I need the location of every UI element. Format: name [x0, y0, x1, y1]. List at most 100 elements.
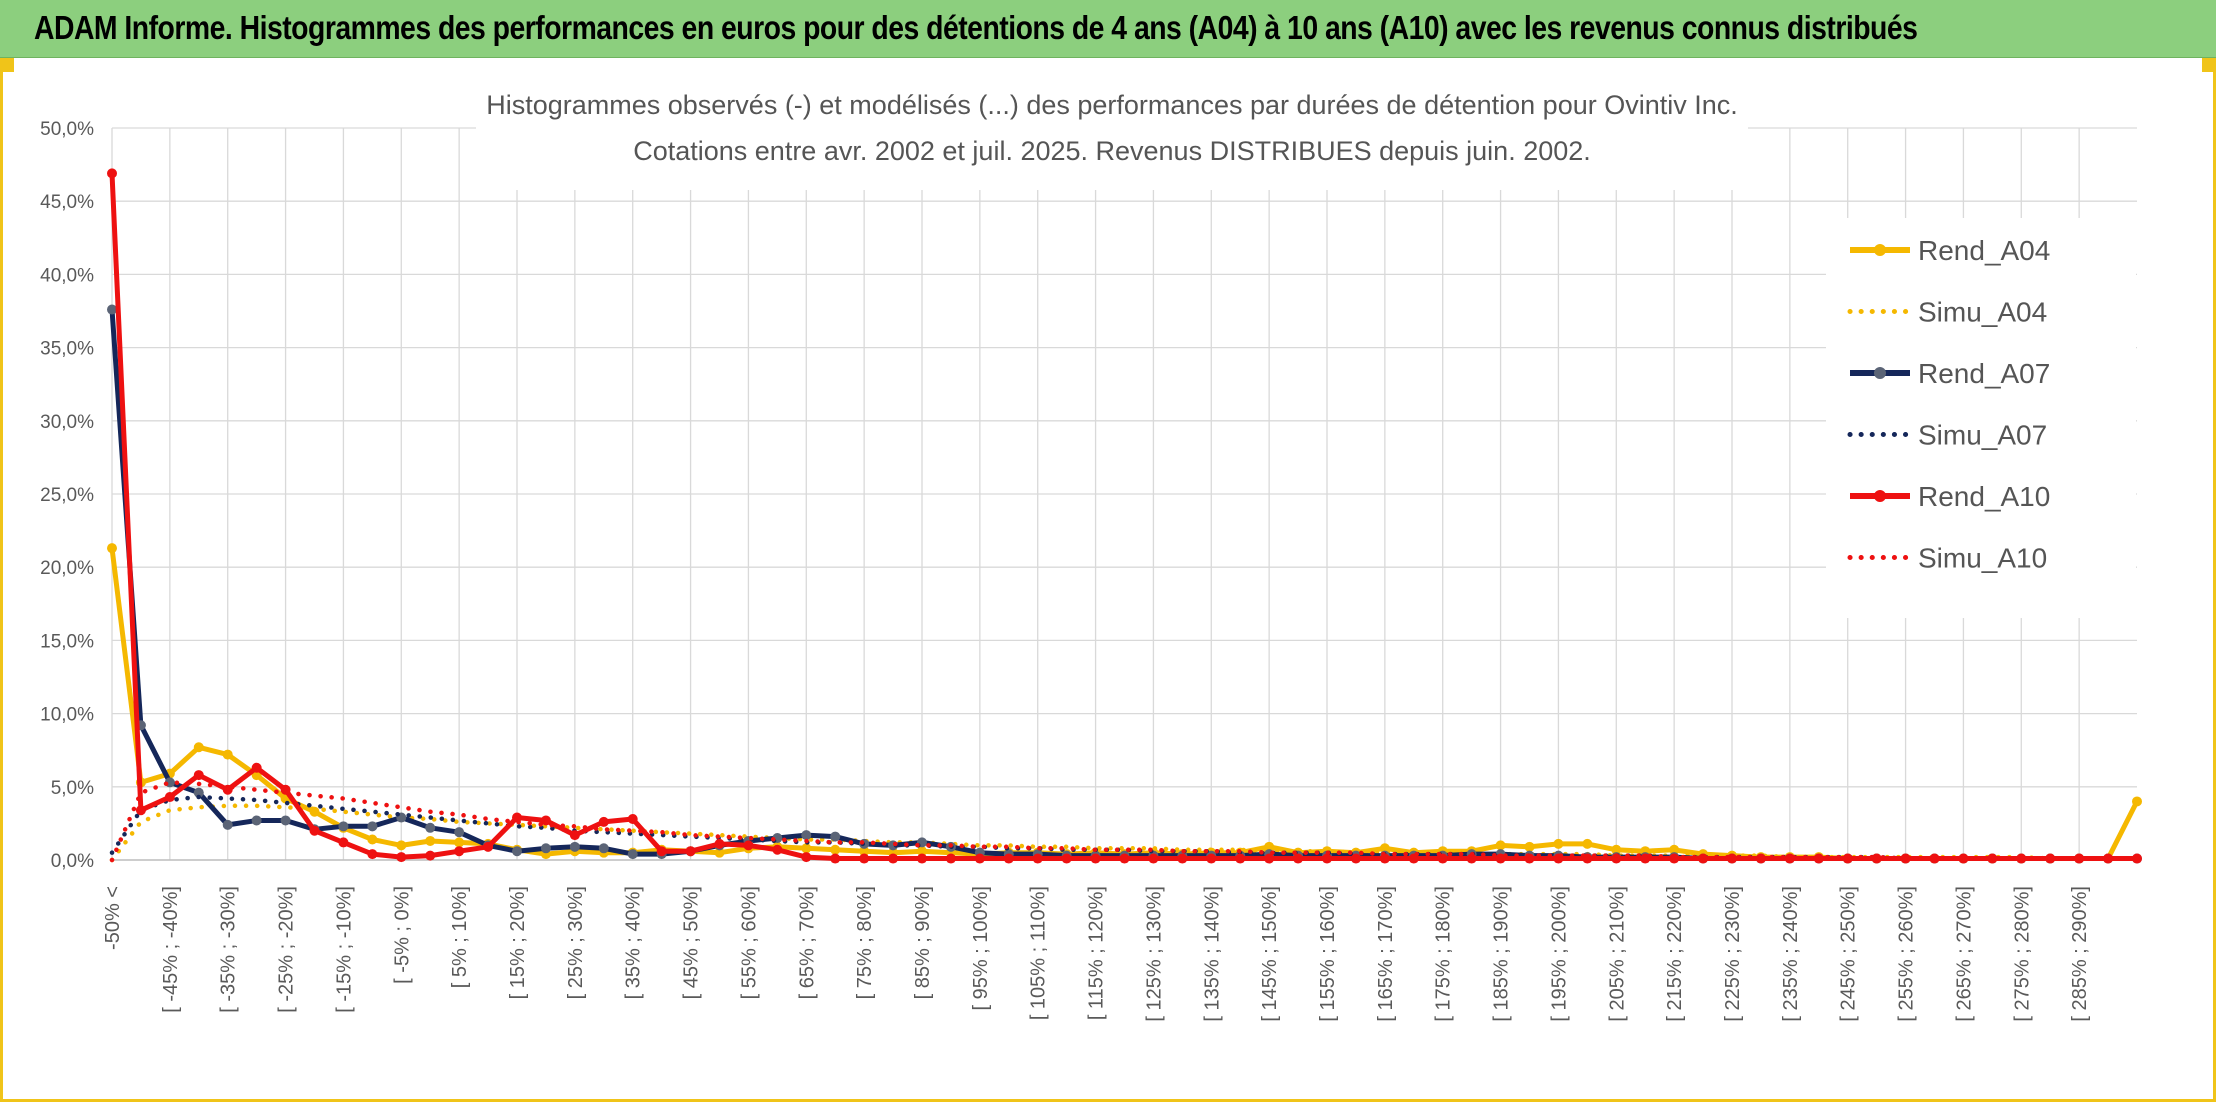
rend-a07-point — [107, 304, 117, 315]
rend-a10-point — [2132, 853, 2142, 864]
y-tick-label: 35,0% — [40, 339, 94, 360]
rend-a10-point — [1958, 853, 1969, 864]
rend-a10-point — [2074, 853, 2085, 864]
rend-a10-point — [1235, 853, 1246, 864]
rend-a10-point — [1061, 853, 1072, 864]
x-tick-label: [ 125% ; 130%] — [1143, 886, 1165, 1022]
rend-a07-point — [598, 843, 609, 854]
rend-a07-point — [454, 827, 465, 838]
x-tick-label: [ 215% ; 220%] — [1664, 886, 1686, 1022]
x-tick-label: [ 145% ; 150%] — [1259, 886, 1281, 1022]
x-tick-label: [ 25% ; 30%] — [565, 886, 587, 999]
rend-a10-point — [917, 853, 927, 864]
rend-a04-point — [859, 846, 870, 857]
rend-a10-point — [801, 852, 812, 863]
rend-a10-point — [367, 849, 378, 860]
rend-a10-point — [1322, 853, 1332, 864]
rend-a04-point — [801, 843, 812, 854]
x-tick-label: [ 55% ; 60%] — [738, 886, 760, 999]
y-tick-label: 20,0% — [40, 558, 94, 579]
x-tick-label: [ 245% ; 250%] — [1838, 886, 1860, 1022]
chart-title-line-2: Cotations entre avr. 2002 et juil. 2025.… — [633, 136, 1591, 166]
rend-a10-point — [135, 805, 146, 816]
rend-a10-point — [859, 853, 870, 864]
frame-corner-right — [2202, 58, 2216, 72]
histogram-chart: 0,0% 5,0% 10,0% 15,0% 20,0% 25,0% 30,0% 35,0% 40… — [40, 84, 2142, 1022]
legend-marker-rend-a10 — [1874, 490, 1886, 502]
rend-a10-point — [540, 815, 551, 826]
rend-a10-point — [338, 837, 349, 848]
rend-a04-point — [1524, 841, 1535, 852]
x-tick-label: [ 105% ; 110%] — [1028, 886, 1050, 1020]
rend-a07-point — [540, 843, 551, 854]
x-tick-label: [ -35% ; -30%] — [218, 886, 240, 1013]
legend-background — [1826, 218, 2136, 618]
x-tick-label: [ 195% ; 200%] — [1548, 886, 1570, 1022]
rend-a10-point — [1119, 853, 1130, 864]
x-tick-label: [ 255% ; 260%] — [1896, 886, 1918, 1022]
y-tick-label: 50,0% — [40, 119, 94, 140]
rend-a10-point — [193, 770, 204, 781]
x-tick-label: [ 5% ; 10%] — [449, 886, 471, 988]
legend-label-rend-a04: Rend_A04 — [1918, 235, 2050, 266]
rend-a07-point — [627, 849, 638, 860]
chart-title-line-1: Histogrammes observés (-) et modélisés (… — [486, 90, 1738, 120]
x-tick-label: [ 135% ; 140%] — [1201, 886, 1223, 1022]
legend-label-simu-a10: Simu_A10 — [1918, 543, 2047, 574]
x-tick-label: [ -25% ; -20%] — [276, 886, 298, 1013]
rend-a04-point — [107, 543, 117, 554]
rend-a10-point — [569, 830, 580, 841]
rend-a04-point — [1553, 838, 1564, 849]
rend-a10-point — [1466, 853, 1477, 864]
rend-a10-point — [1437, 853, 1448, 864]
rend-a10-point — [1177, 853, 1188, 864]
x-tick-label: [ 285% ; 290%] — [2069, 886, 2091, 1022]
rend-a07-point — [367, 821, 378, 832]
legend-marker-rend-a07 — [1874, 367, 1886, 379]
rend-a10-point — [1206, 853, 1217, 864]
rend-a07-point — [193, 787, 204, 798]
rend-a10-point — [1727, 853, 1737, 864]
legend: Rend_A04 Simu_A04 Rend_A07 Simu_A07 Rend_A10… — [1847, 235, 2050, 574]
rend-a10-point — [454, 846, 465, 857]
rend-a10-point — [1264, 853, 1275, 864]
x-tick-label: -50% < — [102, 886, 124, 950]
rend-a07-point — [251, 815, 262, 826]
rend-a07-point — [569, 841, 580, 852]
x-tick-label: [ 275% ; 280%] — [2011, 886, 2033, 1022]
y-tick-label: 5,0% — [51, 778, 94, 799]
rend-a10-point — [2016, 853, 2027, 864]
x-tick-label: [ 65% ; 70%] — [796, 886, 818, 999]
rend-a10-point — [309, 825, 320, 836]
x-tick-label: [ 265% ; 270%] — [1953, 886, 1975, 1022]
rend-a10-point — [1871, 853, 1882, 864]
rend-a10-point — [743, 840, 754, 851]
rend-a10-point — [396, 852, 407, 863]
rend-a04-point — [454, 837, 465, 848]
rend-a07-point — [801, 830, 812, 841]
rend-a10-point — [1611, 853, 1622, 864]
y-tick-label: 0,0% — [51, 851, 94, 872]
rend-a07-point — [280, 815, 291, 826]
y-tick-label: 40,0% — [40, 265, 94, 286]
x-tick-label: [ 185% ; 190%] — [1491, 886, 1513, 1022]
rend-a10-point — [251, 762, 262, 773]
rend-a10-point — [1148, 853, 1159, 864]
rend-a10-point — [164, 792, 175, 803]
x-tick-label: [ -45% ; -40%] — [160, 886, 182, 1013]
rend-a10-point — [1032, 853, 1043, 864]
y-axis-ticks: 0,0% 5,0% 10,0% 15,0% 20,0% 25,0% 30,0% 35,0% 40… — [40, 119, 94, 872]
rend-a10-point — [888, 853, 899, 864]
rend-a04-point — [1669, 844, 1680, 855]
x-tick-label: [ 75% ; 80%] — [854, 886, 876, 999]
rend-a04-point — [193, 742, 204, 753]
rend-a10-point — [627, 814, 638, 825]
rend-a04-point — [1582, 838, 1593, 849]
rend-a07-point — [425, 822, 436, 833]
legend-marker-rend-a04 — [1874, 244, 1886, 256]
rend-a10-point — [974, 853, 985, 864]
rend-a10-point — [1090, 853, 1101, 864]
rend-a10-point — [714, 838, 725, 849]
y-tick-label: 10,0% — [40, 705, 94, 726]
x-tick-label: [ -15% ; -10%] — [333, 886, 355, 1013]
